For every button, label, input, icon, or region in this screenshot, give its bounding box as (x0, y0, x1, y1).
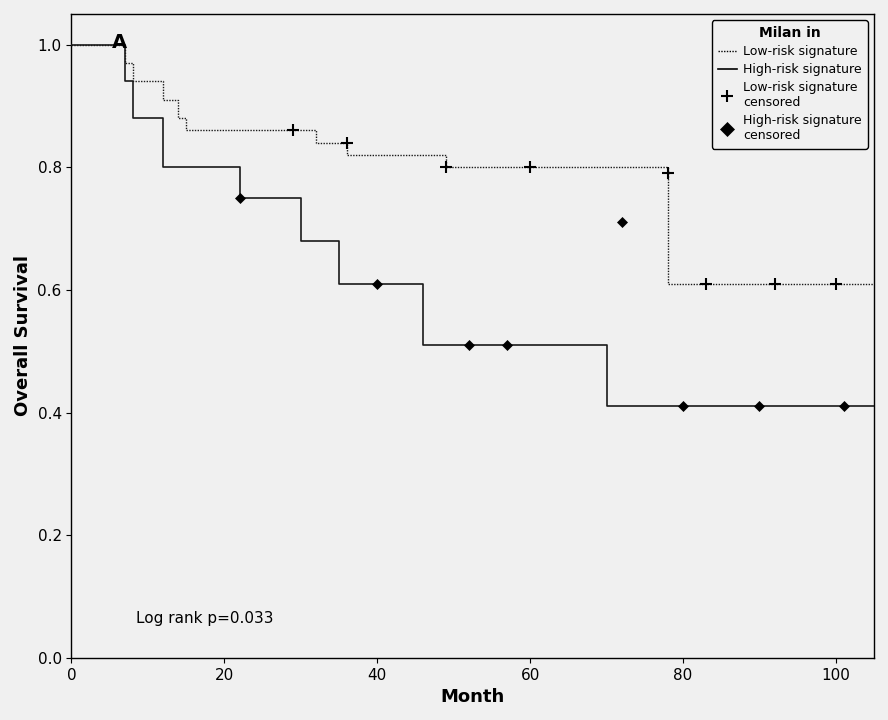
Legend: Low-risk signature, High-risk signature, Low-risk signature
censored, High-risk : Low-risk signature, High-risk signature,… (712, 20, 868, 148)
Text: A: A (112, 33, 127, 53)
X-axis label: Month: Month (440, 688, 505, 706)
Text: Log rank p=0.033: Log rank p=0.033 (136, 611, 274, 626)
Y-axis label: Overall Survival: Overall Survival (14, 256, 32, 416)
